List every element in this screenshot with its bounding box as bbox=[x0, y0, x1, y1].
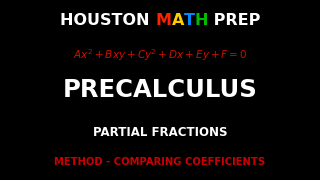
Text: A: A bbox=[172, 13, 184, 28]
Text: M: M bbox=[156, 13, 172, 28]
Text: T: T bbox=[184, 13, 195, 28]
Text: $Ax^2 + Bxy + Cy^2 + Dx + Ey + F = 0$: $Ax^2 + Bxy + Cy^2 + Dx + Ey + F = 0$ bbox=[73, 47, 247, 63]
Text: HOUSTON: HOUSTON bbox=[60, 13, 156, 28]
Text: METHOD - COMPARING COEFFICIENTS: METHOD - COMPARING COEFFICIENTS bbox=[54, 157, 266, 167]
Text: PRECALCULUS: PRECALCULUS bbox=[63, 78, 257, 102]
Text: H: H bbox=[195, 13, 208, 28]
Text: PARTIAL FRACTIONS: PARTIAL FRACTIONS bbox=[93, 126, 227, 139]
Text: PREP: PREP bbox=[208, 13, 261, 28]
